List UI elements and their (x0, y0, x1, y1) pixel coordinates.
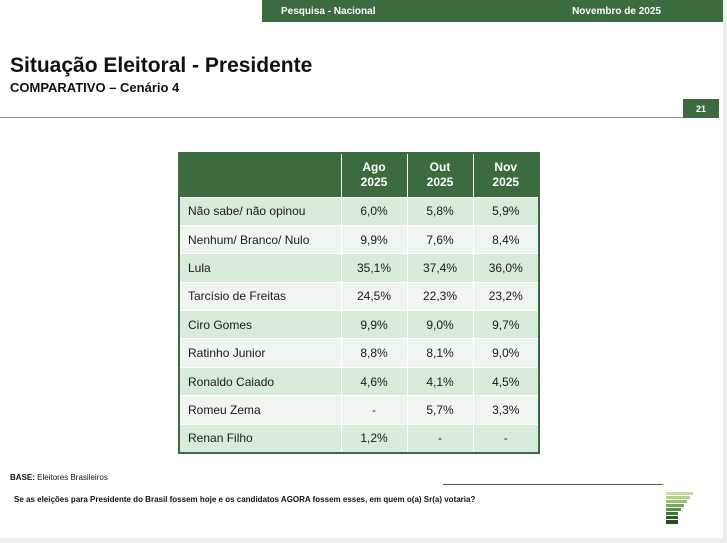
page-number-badge: 21 (683, 99, 719, 118)
cell-value: 36,0% (472, 253, 539, 283)
column-header: Ago 2025 (340, 153, 407, 197)
cell-value: 7,6% (406, 224, 473, 254)
cell-value: 1,2% (340, 423, 407, 453)
bottom-edge-strip (0, 538, 727, 543)
cell-value: - (472, 423, 539, 453)
table-row: Lula 35,1% 37,4% 36,0% (179, 253, 539, 283)
page-subtitle: COMPARATIVO – Cenário 4 (10, 80, 180, 95)
row-label: Ciro Gomes (179, 310, 341, 339)
cell-value: 9,0% (406, 310, 473, 339)
table-row: Renan Filho 1,2% - - (179, 423, 539, 453)
cell-value: 8,4% (472, 224, 539, 254)
column-month: Ago (362, 160, 386, 175)
table-row: Não sabe/ não opinou 6,0% 5,8% 5,9% (179, 196, 539, 226)
table-header-row: Ago 2025 Out 2025 Nov 2025 (179, 153, 539, 197)
header-empty-cell (179, 153, 341, 197)
cell-value: - (340, 395, 407, 425)
cell-value: 8,8% (340, 338, 407, 368)
survey-question: Se as eleições para Presidente do Brasil… (14, 495, 476, 504)
table-row: Nenhum/ Branco/ Nulo 9,9% 7,6% 8,4% (179, 224, 539, 254)
cell-value: 5,9% (472, 196, 539, 226)
cell-value: 24,5% (340, 281, 407, 311)
row-label: Ronaldo Caiado (179, 366, 341, 396)
cell-value: 6,0% (340, 196, 407, 226)
row-label: Renan Filho (179, 423, 341, 453)
cell-value: 5,7% (406, 395, 473, 425)
base-label: BASE: (10, 473, 35, 482)
cell-value: 3,3% (472, 395, 539, 425)
cell-value: 4,6% (340, 366, 407, 396)
footer-divider (443, 484, 663, 485)
cell-value: 4,5% (472, 366, 539, 396)
row-label: Tarcísio de Freitas (179, 281, 341, 311)
column-month: Nov (494, 160, 518, 175)
brand-logo-icon (666, 492, 693, 524)
column-year: 2025 (426, 175, 454, 190)
survey-label: Pesquisa - Nacional (281, 5, 376, 17)
top-header-bar: Pesquisa - Nacional Novembro de 2025 (262, 0, 723, 22)
base-text: Eleitores Brasileiros (37, 473, 108, 482)
cell-value: 22,3% (406, 281, 473, 311)
column-year: 2025 (360, 175, 388, 190)
cell-value: 37,4% (406, 253, 473, 283)
column-header: Out 2025 (406, 153, 473, 197)
column-header: Nov 2025 (472, 153, 539, 197)
base-note: BASE: Eleitores Brasileiros (10, 473, 108, 482)
row-label: Lula (179, 253, 341, 283)
column-year: 2025 (492, 175, 520, 190)
cell-value: 9,0% (472, 338, 539, 368)
cell-value: 8,1% (406, 338, 473, 368)
cell-value: 23,2% (472, 281, 539, 311)
cell-value: 35,1% (340, 253, 407, 283)
table-row: Tarcísio de Freitas 24,5% 22,3% 23,2% (179, 281, 539, 311)
cell-value: - (406, 423, 473, 453)
row-label: Nenhum/ Branco/ Nulo (179, 224, 341, 254)
table-row: Ratinho Junior 8,8% 8,1% 9,0% (179, 338, 539, 368)
column-month: Out (429, 160, 451, 175)
table-row: Romeu Zema - 5,7% 3,3% (179, 395, 539, 425)
table-row: Ciro Gomes 9,9% 9,0% 9,7% (179, 310, 539, 339)
page-title: Situação Eleitoral - Presidente (10, 54, 313, 77)
cell-value: 9,9% (340, 310, 407, 339)
cell-value: 9,7% (472, 310, 539, 339)
row-label: Romeu Zema (179, 395, 341, 425)
cell-value: 5,8% (406, 196, 473, 226)
date-label: Novembro de 2025 (572, 5, 661, 17)
comparison-table: Ago 2025 Out 2025 Nov 2025 Não sabe/ não… (178, 152, 540, 454)
table-row: Ronaldo Caiado 4,6% 4,1% 4,5% (179, 366, 539, 396)
row-label: Não sabe/ não opinou (179, 196, 341, 226)
row-label: Ratinho Junior (179, 338, 341, 368)
header-divider (0, 117, 683, 118)
cell-value: 9,9% (340, 224, 407, 254)
cell-value: 4,1% (406, 366, 473, 396)
right-edge-strip (723, 0, 727, 543)
